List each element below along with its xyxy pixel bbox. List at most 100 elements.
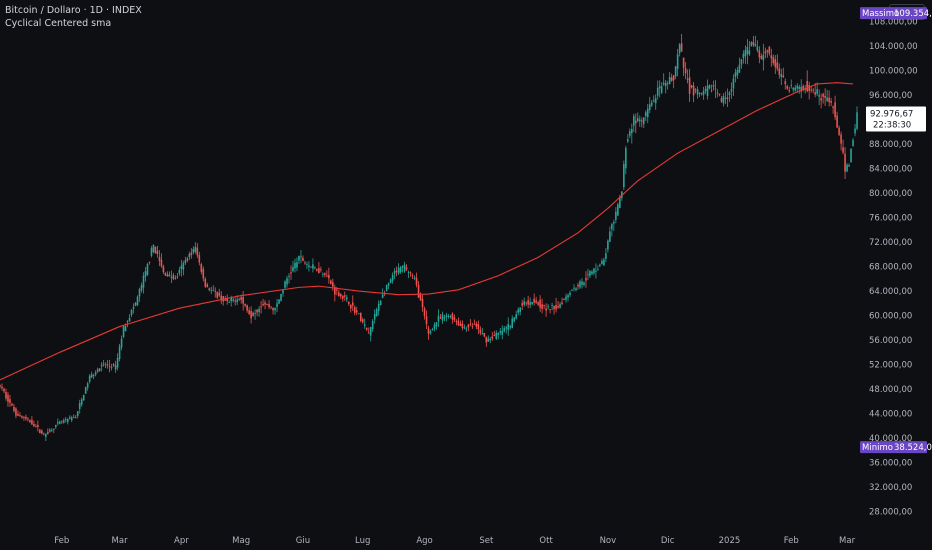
candle-body	[770, 55, 773, 59]
candle-body	[88, 375, 91, 382]
candle	[844, 147, 846, 180]
candle-body	[471, 325, 474, 327]
candle-body	[1, 386, 3, 389]
candle-body	[282, 290, 284, 294]
candle	[266, 303, 268, 306]
candle-body	[218, 292, 221, 296]
candle	[258, 306, 260, 317]
candle-body	[700, 93, 703, 94]
candle	[535, 296, 537, 304]
candle	[373, 309, 376, 324]
candle	[754, 35, 757, 47]
candle	[176, 273, 179, 279]
candle	[483, 332, 486, 338]
candle	[90, 371, 93, 378]
candle	[178, 266, 181, 276]
candle-body	[268, 304, 270, 307]
candle-body	[58, 421, 61, 424]
candle	[812, 88, 814, 94]
candle-body	[479, 329, 482, 333]
candle-body	[336, 289, 338, 291]
candle	[349, 304, 352, 313]
candle-body	[682, 57, 685, 68]
candle-body	[302, 257, 304, 261]
candle	[140, 282, 143, 293]
candle	[748, 41, 751, 56]
candle-body	[786, 85, 789, 89]
y-tick-label: 32.000,00	[869, 483, 912, 493]
candle	[714, 80, 717, 99]
candle-body	[840, 134, 842, 144]
candle-body	[491, 336, 494, 339]
candle	[533, 293, 535, 306]
candle-body	[248, 310, 250, 314]
candle-body	[798, 86, 801, 89]
candle	[365, 327, 368, 331]
candle-body	[266, 304, 268, 305]
candle-body	[206, 284, 209, 288]
candle	[756, 40, 759, 53]
candle-body	[15, 408, 17, 416]
candle	[678, 42, 681, 57]
candle-body	[174, 277, 177, 279]
candle	[340, 293, 342, 299]
candle	[658, 80, 661, 98]
candle	[326, 270, 328, 278]
candle-body	[417, 284, 420, 298]
candle-body	[603, 259, 605, 266]
candle	[507, 317, 510, 336]
candle	[559, 301, 561, 309]
candle	[74, 415, 77, 419]
candle-body	[597, 269, 599, 271]
candle	[702, 86, 705, 100]
candle-body	[240, 297, 242, 300]
candle-body	[507, 324, 510, 330]
candle-body	[738, 64, 741, 73]
candle-body	[154, 246, 157, 254]
candle	[166, 271, 169, 277]
candle	[170, 270, 173, 283]
candle	[800, 79, 803, 99]
candle-body	[648, 104, 651, 111]
candle-body	[493, 334, 496, 336]
candle	[782, 67, 785, 78]
candle	[345, 294, 348, 303]
candle-body	[674, 66, 677, 77]
candle-body	[74, 417, 77, 419]
candle-body	[800, 86, 803, 92]
candle-body	[232, 299, 234, 301]
candle	[573, 284, 575, 292]
candle	[387, 282, 390, 290]
candle-body	[473, 323, 476, 325]
candle-body	[377, 303, 380, 311]
candle-body	[82, 394, 85, 401]
candle	[433, 322, 436, 332]
candle-body	[465, 328, 468, 330]
candle-body	[345, 297, 348, 300]
candle	[682, 57, 685, 77]
candle	[495, 330, 498, 341]
candle-body	[718, 93, 721, 96]
candle-body	[210, 289, 213, 291]
candle-body	[642, 117, 645, 124]
candle	[515, 310, 518, 320]
candle	[154, 246, 157, 254]
candle-body	[571, 289, 573, 291]
candle	[427, 325, 430, 340]
candle	[764, 47, 767, 59]
candle-body	[427, 328, 430, 334]
candle-body	[152, 244, 155, 253]
candle	[523, 297, 525, 307]
candle	[832, 105, 834, 114]
indicator-legend[interactable]: Cyclical Centered sma	[5, 18, 112, 29]
candle	[730, 82, 733, 99]
candle	[353, 305, 356, 316]
candle-body	[587, 274, 589, 276]
candle-body	[357, 313, 360, 315]
candle	[537, 301, 539, 307]
candle-body	[563, 298, 565, 301]
candle	[188, 251, 191, 261]
candle	[627, 134, 629, 144]
candle	[613, 219, 615, 232]
